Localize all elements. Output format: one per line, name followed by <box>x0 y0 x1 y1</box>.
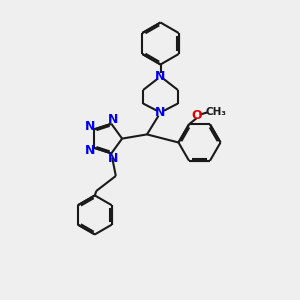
Text: N: N <box>85 120 95 133</box>
Text: N: N <box>85 144 95 157</box>
Text: N: N <box>155 106 166 119</box>
Text: O: O <box>191 109 202 122</box>
Text: N: N <box>108 113 118 126</box>
Text: N: N <box>108 152 118 164</box>
Text: CH₃: CH₃ <box>206 107 226 117</box>
Text: N: N <box>155 70 166 83</box>
